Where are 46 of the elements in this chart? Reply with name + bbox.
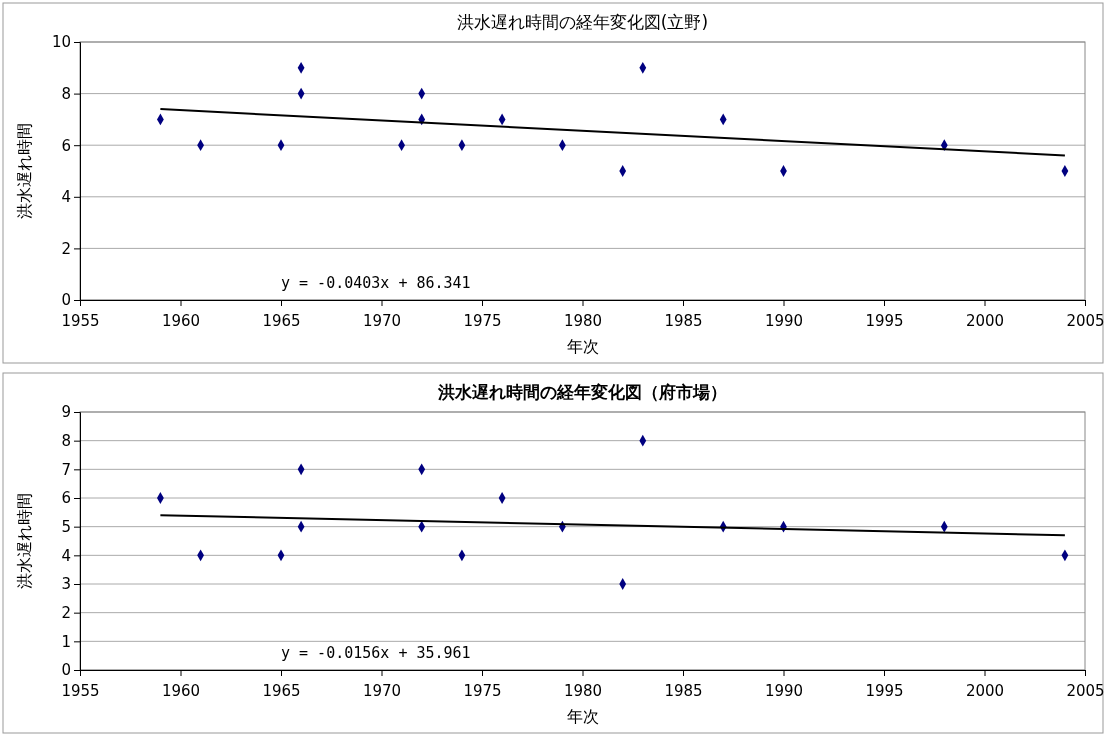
y-tick-label: 4 [61, 546, 71, 565]
x-axis-title: 年次 [566, 337, 599, 356]
y-tick-label: 7 [61, 460, 71, 479]
x-tick-label: 1955 [61, 311, 100, 330]
x-tick-label: 1965 [262, 681, 301, 700]
y-tick-label: 0 [61, 661, 71, 680]
x-tick-label: 1995 [865, 681, 904, 700]
x-axis-title: 年次 [566, 707, 599, 726]
x-tick-label: 2000 [965, 681, 1005, 700]
y-tick-label: 6 [61, 489, 71, 508]
x-tick-label: 2005 [1066, 681, 1105, 700]
chart-title: 洪水遅れ時間の経年変化図(立野) [456, 12, 709, 32]
x-tick-label: 2005 [1066, 311, 1105, 330]
x-tick-label: 1960 [161, 681, 201, 700]
y-tick-label: 9 [61, 403, 71, 422]
y-tick-label: 10 [51, 33, 71, 52]
x-tick-label: 1955 [61, 681, 100, 700]
y-tick-label: 6 [61, 136, 71, 155]
x-tick-label: 1985 [664, 311, 703, 330]
y-tick-label: 4 [61, 188, 71, 207]
annotation: y = -0.0156x + 35.961 [281, 644, 471, 662]
x-tick-label: 1980 [563, 311, 603, 330]
y-tick-label: 0 [61, 291, 71, 310]
x-tick-label: 2000 [965, 311, 1005, 330]
y-tick-label: 2 [61, 603, 71, 622]
x-tick-label: 1990 [764, 311, 804, 330]
chart-title: 洪水遅れ時間の経年変化図（府市場） [437, 382, 727, 402]
y-tick-label: 5 [61, 517, 71, 536]
x-tick-label: 1965 [262, 311, 301, 330]
x-tick-label: 1970 [362, 311, 402, 330]
x-tick-label: 1990 [764, 681, 804, 700]
x-tick-label: 1980 [563, 681, 603, 700]
x-tick-label: 1960 [161, 311, 201, 330]
x-tick-label: 1985 [664, 681, 703, 700]
y-tick-label: 3 [61, 575, 71, 594]
x-tick-label: 1970 [362, 681, 402, 700]
x-tick-label: 1995 [865, 311, 904, 330]
y-tick-label: 8 [61, 84, 71, 103]
y-axis-title: 洪水遅れ時間 [15, 493, 34, 589]
y-tick-label: 8 [61, 431, 71, 450]
y-tick-label: 1 [61, 632, 71, 651]
x-tick-label: 1975 [463, 681, 502, 700]
x-tick-label: 1975 [463, 311, 502, 330]
y-axis-title: 洪水遅れ時間 [15, 123, 34, 219]
annotation: y = -0.0403x + 86.341 [281, 274, 471, 292]
y-tick-label: 2 [61, 239, 71, 258]
